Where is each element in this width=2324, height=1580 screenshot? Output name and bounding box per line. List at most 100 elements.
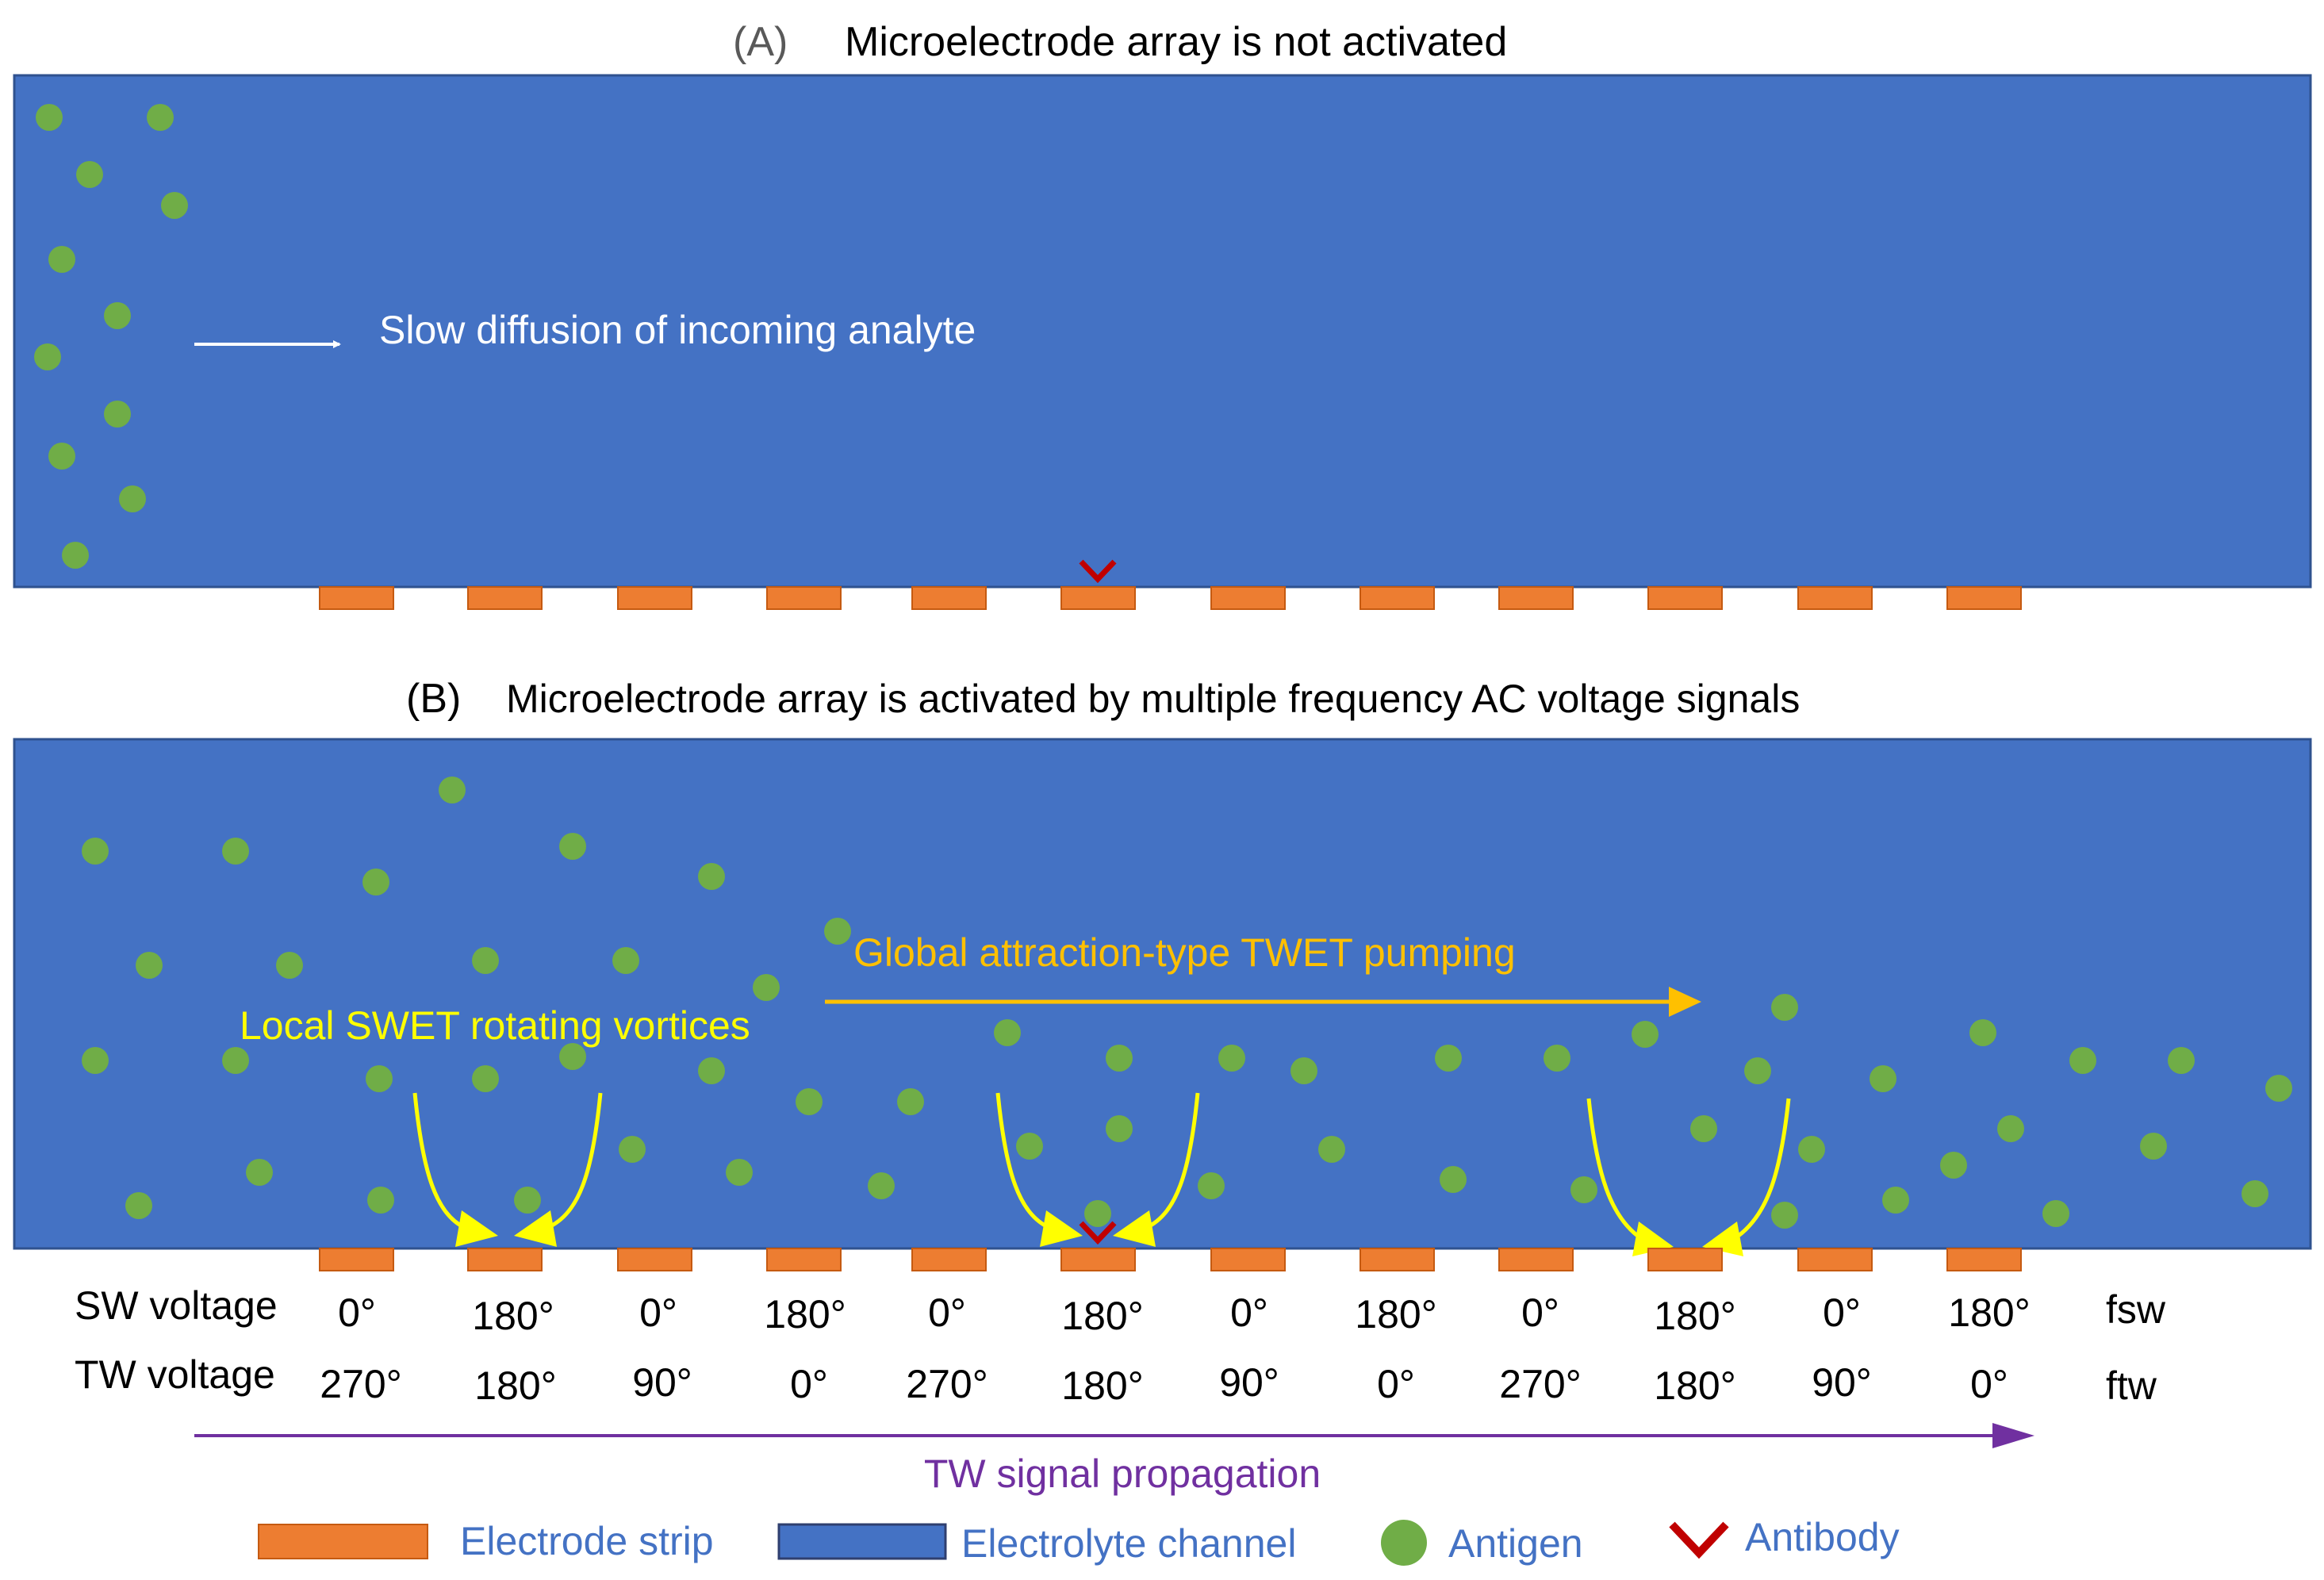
antigen-icon <box>366 1065 393 1092</box>
vortex-arrow <box>1586 1098 1643 1241</box>
antibody-icon <box>1079 1221 1117 1245</box>
antigen-icon <box>2242 1180 2268 1207</box>
tw-voltage-label: TW voltage <box>75 1352 275 1397</box>
electrode-strip <box>911 1248 987 1271</box>
vortex-arrow <box>1732 1098 1791 1241</box>
antigen-icon <box>753 974 780 1001</box>
electrode-strip <box>1360 586 1435 610</box>
antigen-icon <box>2042 1200 2069 1227</box>
tw-values: 270° 180° 90° 0° 270° 180° 90° 0° 270° 1… <box>320 1360 2008 1408</box>
antigen-icon <box>1016 1133 1043 1160</box>
vortex-arrow-head <box>514 1210 557 1247</box>
antigen-icon <box>698 863 725 890</box>
antigen-icon <box>82 1047 109 1074</box>
antigen-icon <box>2069 1047 2096 1074</box>
antigen-icon <box>2168 1047 2195 1074</box>
vortex-arrow <box>546 1092 603 1230</box>
vortex-arrow-head <box>455 1210 498 1247</box>
antigen-icon <box>2140 1133 2167 1160</box>
vortex-arrow-head <box>1113 1210 1156 1247</box>
tw-value: 90° <box>1812 1360 1872 1405</box>
swet-label: Local SWET rotating vortices <box>240 1003 750 1048</box>
sw-value: 180° <box>472 1294 554 1338</box>
antigen-icon <box>119 485 146 512</box>
antigen-icon <box>1882 1187 1909 1214</box>
antigen-icon <box>1106 1045 1133 1072</box>
legend: Electrode strip Electrolyte channel Anti… <box>258 1515 1900 1566</box>
tw-propagation-arrow-head <box>1992 1423 2034 1448</box>
sw-values: 0° 180° 0° 180° 0° 180° 0° 180° 0° 180° … <box>338 1290 2031 1338</box>
legend-electrode-swatch <box>258 1524 428 1559</box>
electrode-strip <box>766 1248 842 1271</box>
antigen-icon <box>48 443 75 470</box>
electrode-strip <box>1060 586 1136 610</box>
legend-electrode-label: Electrode strip <box>460 1519 714 1563</box>
electrode-strip <box>911 586 987 610</box>
electrode-strip <box>1060 1248 1136 1271</box>
antigen-icon <box>1969 1019 1996 1046</box>
antigen-icon <box>1318 1136 1345 1163</box>
sw-value: 180° <box>764 1292 846 1336</box>
antigen-icon <box>559 833 586 860</box>
antigen-icon <box>1771 994 1798 1021</box>
panel-b-electrodes <box>319 1248 2022 1271</box>
panel-b-title: Microelectrode array is activated by mul… <box>506 677 1800 721</box>
sw-value: 180° <box>1061 1294 1143 1338</box>
panel-a-title: Microelectrode array is not activated <box>845 19 1507 65</box>
tw-value: 90° <box>1219 1360 1279 1405</box>
antigen-icon <box>698 1057 725 1084</box>
electrode-strip <box>1946 586 2022 610</box>
antigen-icon <box>1106 1115 1133 1142</box>
tw-value: 180° <box>1654 1363 1735 1408</box>
antigen-icon <box>362 869 389 895</box>
panel-a-antigens <box>34 104 188 569</box>
antigen-icon <box>1632 1021 1659 1048</box>
antigen-icon <box>559 1043 586 1070</box>
panel-a-channel <box>13 74 2312 589</box>
tw-value: 270° <box>320 1362 401 1406</box>
antigen-icon <box>147 104 174 131</box>
tw-value: 180° <box>474 1363 556 1408</box>
antigen-icon <box>726 1159 753 1186</box>
electrode-strip <box>1210 1248 1286 1271</box>
sw-value: 0° <box>1823 1290 1861 1335</box>
tw-value: 270° <box>906 1362 988 1406</box>
panel-a-label: (A) <box>733 19 788 65</box>
sw-value: 180° <box>1948 1290 2030 1335</box>
antigen-icon <box>1744 1057 1771 1084</box>
antigen-icon <box>62 542 89 569</box>
electrode-strip <box>467 1248 543 1271</box>
twet-label: Global attraction-type TWET pumping <box>853 930 1516 975</box>
antigen-icon <box>276 952 303 979</box>
antigen-icon <box>367 1187 394 1214</box>
tw-value: 0° <box>790 1362 828 1406</box>
sw-voltage-label: SW voltage <box>75 1283 278 1328</box>
antigen-icon <box>612 947 639 974</box>
diffusion-label: Slow diffusion of incoming analyte <box>379 308 976 352</box>
antigen-icon <box>472 1065 499 1092</box>
electrode-strip <box>1797 1248 1873 1271</box>
legend-channel-swatch <box>777 1523 947 1560</box>
antigen-icon <box>1544 1045 1570 1072</box>
ftw-label: ftw <box>2106 1363 2157 1408</box>
antigen-icon <box>472 947 499 974</box>
antigen-icon <box>2265 1075 2292 1102</box>
antigen-icon <box>439 777 466 803</box>
antigen-icon <box>36 104 63 131</box>
sw-value: 0° <box>1230 1290 1268 1335</box>
antigen-icon <box>868 1172 895 1199</box>
antigen-icon <box>619 1136 646 1163</box>
sw-value: 180° <box>1355 1292 1436 1336</box>
vortex-arrow <box>412 1092 466 1230</box>
legend-antigen-icon <box>1381 1520 1427 1566</box>
antigen-icon <box>136 952 163 979</box>
antigen-icon <box>1218 1045 1245 1072</box>
electrode-strip <box>319 1248 394 1271</box>
antigen-icon <box>824 918 851 945</box>
antigen-icon <box>1440 1166 1467 1193</box>
antigen-icon <box>48 246 75 273</box>
panel-b-antigens <box>82 777 2292 1229</box>
twet-arrow-head <box>1669 987 1701 1017</box>
vortex-arrow <box>1145 1092 1200 1230</box>
